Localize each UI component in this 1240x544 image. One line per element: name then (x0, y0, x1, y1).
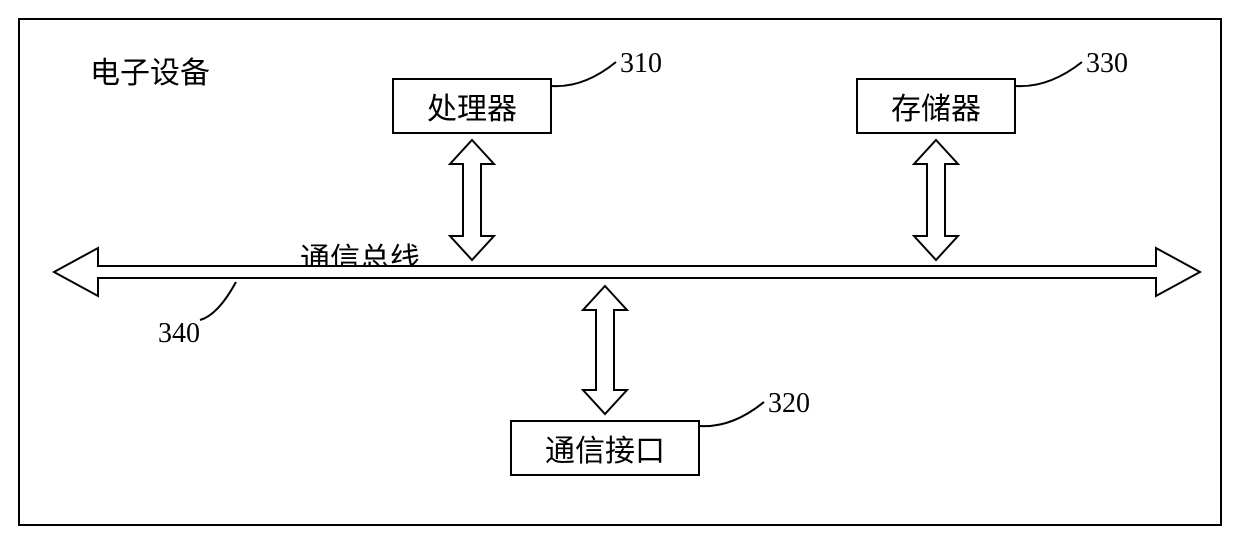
ref-label-330: 330 (1086, 48, 1128, 80)
memory-label: 存储器 (891, 84, 981, 128)
ref-label-310: 310 (620, 48, 662, 80)
ref-label-320: 320 (768, 388, 810, 420)
memory-block: 存储器 (856, 78, 1016, 134)
comm-interface-label: 通信接口 (545, 426, 665, 470)
diagram-canvas: 电子设备 处理器 存储器 通信接口 通信总线 310 330 320 340 (0, 0, 1240, 544)
diagram-title: 电子设备 (90, 48, 210, 92)
processor-block: 处理器 (392, 78, 552, 134)
processor-label: 处理器 (427, 84, 517, 128)
bus-label: 通信总线 (300, 234, 420, 278)
ref-label-340: 340 (158, 318, 200, 350)
comm-interface-block: 通信接口 (510, 420, 700, 476)
